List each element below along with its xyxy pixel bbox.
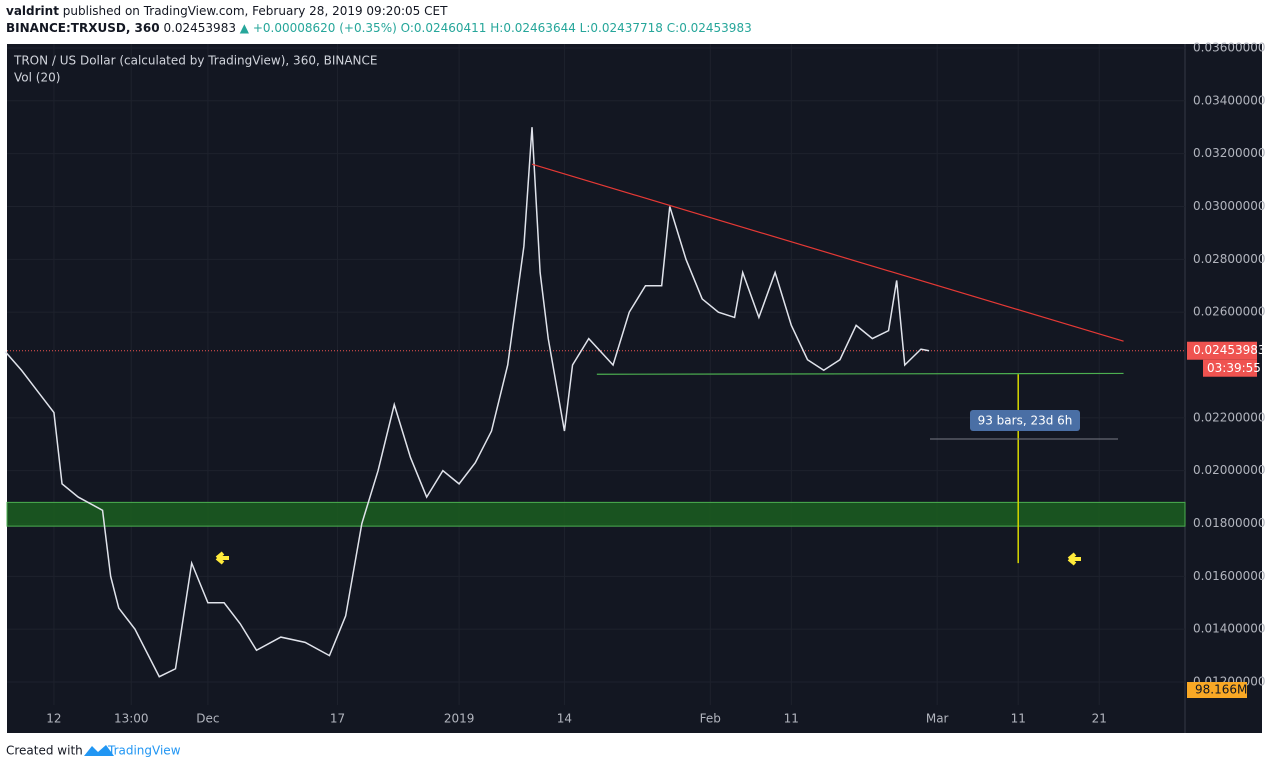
- close: C:0.02453983: [666, 21, 752, 35]
- x-tick-label: 13:00: [114, 712, 149, 726]
- y-tick-label: 0.03000000: [1193, 199, 1266, 213]
- header-line: valdrint published on TradingView.com, F…: [6, 4, 447, 18]
- x-tick-label: 11: [1011, 712, 1026, 726]
- y-tick-label: 0.02600000: [1193, 305, 1266, 319]
- volume-box: [1187, 682, 1247, 698]
- trendline: [596, 372, 1124, 375]
- author: valdrint: [6, 4, 59, 18]
- x-tick-label: Mar: [926, 712, 949, 726]
- trendline: [531, 163, 1124, 342]
- y-tick-label: 0.03600000: [1193, 40, 1266, 54]
- footer-brand: TradingView: [107, 744, 181, 758]
- y-tick-label: 0.03200000: [1193, 146, 1266, 160]
- y-tick-label: 0.02000000: [1193, 463, 1266, 477]
- volume-label: 98.166M: [1195, 683, 1247, 697]
- indicator-label: Vol (20): [14, 71, 60, 85]
- measure-label: 93 bars, 23d 6h: [978, 414, 1073, 428]
- arrow: [215, 551, 229, 565]
- change: ▲ +0.00008620 (+0.35%): [239, 21, 397, 35]
- low: L:0.02437718: [579, 21, 663, 35]
- countdown-label: 03:39:55: [1207, 361, 1261, 375]
- x-tick-label: 14: [557, 712, 572, 726]
- x-tick-label: 11: [784, 712, 799, 726]
- y-tick-label: 0.01400000: [1193, 622, 1266, 636]
- time-axis-bg: [7, 705, 1262, 733]
- x-tick-label: 21: [1092, 712, 1107, 726]
- y-tick-label: 0.03400000: [1193, 93, 1266, 107]
- y-tick-label: 0.01600000: [1193, 569, 1266, 583]
- last-price-box: [1187, 341, 1257, 360]
- x-tick-label: Feb: [700, 712, 721, 726]
- last: 0.02453983: [163, 21, 236, 35]
- quote-line: BINANCE:TRXUSD, 360 0.02453983 ▲ +0.0000…: [6, 21, 752, 35]
- published: published on TradingView.com, February 2…: [62, 4, 448, 18]
- high: H:0.02463644: [490, 21, 576, 35]
- support-zone: [6, 501, 1186, 527]
- price-line: [4, 127, 930, 678]
- chart-title: TRON / US Dollar (calculated by TradingV…: [13, 54, 377, 68]
- measure-box: [970, 410, 1080, 431]
- y-tick-label: 0.01800000: [1193, 516, 1266, 530]
- countdown-box: [1203, 359, 1257, 377]
- arrow: [1067, 552, 1081, 566]
- x-tick-label: Dec: [196, 712, 219, 726]
- plot: 93 bars, 23d 6h: [4, 44, 1186, 705]
- footer-created: Created with: [6, 744, 83, 758]
- x-tick-label: 12: [46, 712, 61, 726]
- symbol: BINANCE:TRXUSD, 360: [6, 21, 160, 35]
- open: O:0.02460411: [400, 21, 487, 35]
- y-tick-label: 0.02200000: [1193, 410, 1266, 424]
- x-tick-label: 2019: [444, 712, 475, 726]
- last-price-label: 0.02453983: [1193, 343, 1266, 357]
- y-tick-label: 0.02800000: [1193, 252, 1266, 266]
- x-tick-label: 17: [330, 712, 345, 726]
- logo: [84, 745, 114, 756]
